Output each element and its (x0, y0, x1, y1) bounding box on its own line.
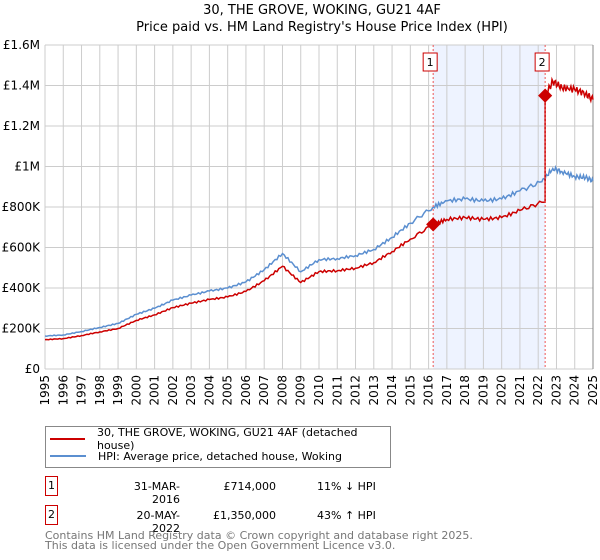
x-tick-label: 1996 (56, 375, 70, 406)
series-line (44, 164, 594, 337)
sale-badge-box (422, 52, 438, 72)
sale-price: £714,000 (223, 480, 277, 493)
sale-point (426, 217, 441, 232)
sale-badge-box (534, 52, 550, 72)
legend-label: 30, THE GROVE, WOKING, GU21 4AF (detache… (96, 426, 358, 452)
legend-swatch (50, 455, 86, 457)
x-tick-label: 2002 (166, 375, 180, 406)
x-tick-label: 1995 (38, 375, 52, 406)
x-tick-label: 2018 (458, 375, 472, 406)
x-tick-label: 2020 (495, 375, 509, 406)
legend-item-hpi: HPI: Average price, detached house, Woki… (46, 448, 342, 464)
y-tick-label: £1.4M (3, 79, 40, 93)
sale-date: 20-MAY-2022 (136, 509, 180, 535)
x-tick-label: 2010 (312, 375, 326, 406)
chart-title-line2: Price paid vs. HM Land Registry's House … (136, 20, 508, 35)
y-tick-label: £400K (2, 281, 42, 295)
sale-price: £1,350,000 (213, 509, 276, 522)
x-tick-label: 2014 (385, 375, 399, 406)
y-tick-label: £1.6M (3, 38, 40, 52)
x-tick-label: 2013 (367, 375, 381, 406)
x-tick-label: 2009 (294, 375, 308, 406)
sale-hpi-diff: 11% ↓ HPI (317, 480, 376, 493)
x-tick-label: 2005 (221, 375, 235, 406)
x-tick-label: 2004 (202, 375, 216, 406)
sale-row-1: 1 31-MAR-2016 £714,000 11% ↓ HPI (45, 476, 585, 506)
sale-row-2: 2 20-MAY-2022 £1,350,000 43% ↑ HPI (45, 505, 585, 535)
x-tick-label: 2017 (440, 375, 454, 406)
legend-swatch (50, 438, 85, 440)
legend-label: HPI: Average price, detached house, Woki… (98, 449, 342, 463)
x-tick-label: 2025 (586, 375, 600, 406)
sale-marker-badge: 1 (45, 476, 58, 496)
x-tick-label: 2023 (549, 375, 563, 406)
x-tick-label: 1997 (75, 375, 89, 406)
sale-marker-badge: 2 (45, 505, 58, 525)
footer: Contains HM Land Registry data © Crown c… (45, 529, 473, 552)
x-tick-label: 2011 (330, 375, 344, 406)
x-tick-label: 2022 (531, 375, 545, 406)
y-tick-label: £800K (2, 200, 42, 214)
x-tick-label: 2007 (257, 375, 271, 406)
sale-point (538, 88, 553, 103)
x-tick-label: 2024 (568, 375, 582, 406)
legend-item-property: 30, THE GROVE, WOKING, GU21 4AF (detache… (46, 426, 390, 452)
y-tick-label: £0 (25, 362, 40, 376)
x-tick-label: 2016 (422, 375, 436, 406)
x-tick-label: 2000 (129, 375, 143, 406)
x-tick-label: 1999 (111, 375, 125, 406)
x-tick-label: 2008 (275, 375, 289, 406)
x-tick-label: 2012 (349, 375, 363, 406)
sale-date: 31-MAR-2016 (133, 480, 180, 506)
y-tick-label: £1.2M (3, 119, 40, 133)
y-tick-label: £200K (2, 322, 42, 336)
x-tick-label: 2006 (239, 375, 253, 406)
footer-line: This data is licensed under the Open Gov… (45, 539, 396, 552)
legend: 30, THE GROVE, WOKING, GU21 4AF (detache… (45, 426, 391, 468)
footer-line: Contains HM Land Registry data © Crown c… (45, 529, 473, 542)
x-tick-label: 2021 (513, 375, 527, 406)
y-tick-label: £1M (14, 160, 40, 174)
x-tick-label: 2019 (476, 375, 490, 406)
y-tick-label: £600K (2, 241, 42, 255)
chart-title-line1: 30, THE GROVE, WOKING, GU21 4AF (203, 3, 441, 18)
x-tick-label: 2003 (184, 375, 198, 406)
series-line (44, 76, 594, 341)
price-chart: 30, THE GROVE, WOKING, GU21 4AF Price pa… (2, 3, 600, 406)
x-tick-label: 1998 (93, 375, 107, 406)
x-tick-label: 2001 (148, 375, 162, 406)
sale-badge-label: 1 (427, 56, 434, 69)
x-tick-label: 2015 (403, 375, 417, 406)
sale-hpi-diff: 43% ↑ HPI (317, 509, 376, 522)
sale-badge-label: 2 (539, 56, 546, 69)
